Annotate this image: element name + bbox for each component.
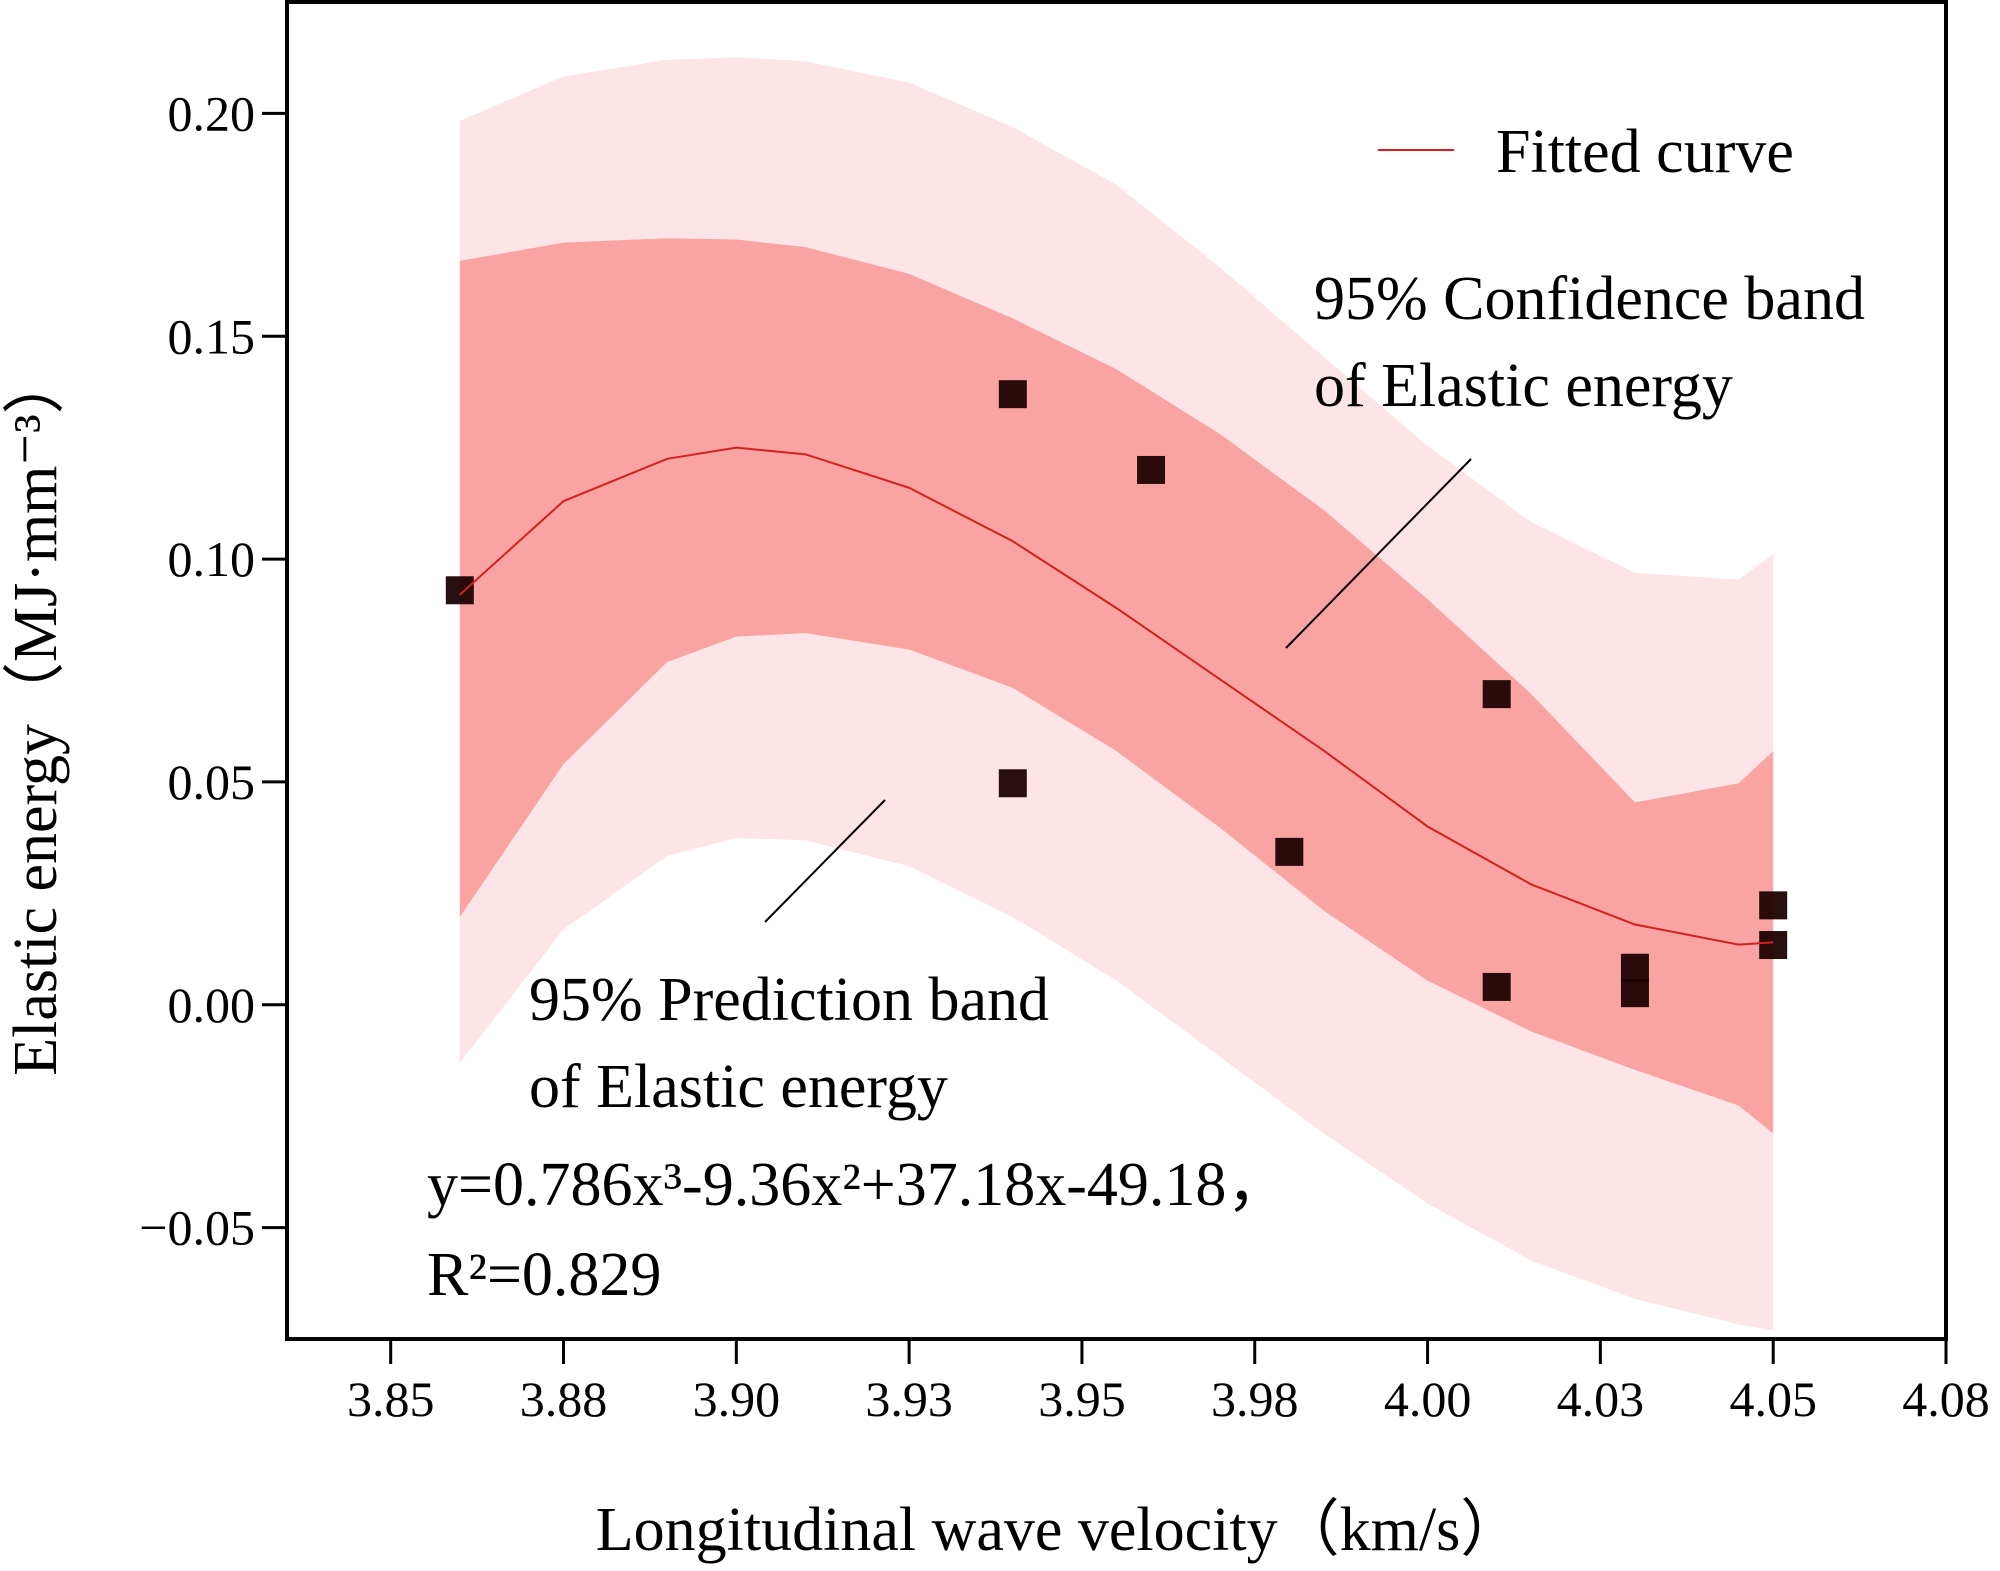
r-squared: R²=0.829 xyxy=(427,1241,661,1309)
point xyxy=(1137,455,1166,484)
point xyxy=(1275,837,1304,866)
annotation: 95% Prediction band xyxy=(529,966,1049,1034)
point xyxy=(1482,972,1511,1001)
x-tick-label: 3.90 xyxy=(693,1371,781,1427)
point xyxy=(998,380,1027,409)
y-tick-label: 0.20 xyxy=(168,85,256,141)
bands xyxy=(445,57,1788,1331)
legend-label: Fitted curve xyxy=(1496,118,1794,186)
point xyxy=(1620,979,1649,1008)
y-tick-label: 0.05 xyxy=(168,754,256,810)
point xyxy=(1482,680,1511,709)
y-tick-label: −0.05 xyxy=(139,1200,255,1256)
point xyxy=(1759,891,1788,920)
point xyxy=(445,576,474,605)
annotation: of Elastic energy xyxy=(529,1053,948,1121)
x-tick-label: 3.88 xyxy=(520,1371,608,1427)
y-tick-label: 0.10 xyxy=(168,531,256,587)
leader-line xyxy=(764,799,886,923)
fitted-curve xyxy=(459,446,1774,946)
annotation: of Elastic energy xyxy=(1314,352,1733,420)
point xyxy=(998,769,1027,798)
x-tick-label: 4.08 xyxy=(1902,1371,1990,1427)
y-tick-label: 0.15 xyxy=(168,308,256,364)
annotation: 95% Confidence band xyxy=(1314,265,1865,333)
y-axis-title: Elastic energy（MJ·mm⁻³） xyxy=(2,352,70,1075)
point xyxy=(1759,931,1788,960)
equation: y=0.786x³-9.36x²+37.18x-49.18， xyxy=(427,1151,1288,1219)
x-tick-label: 3.95 xyxy=(1038,1371,1126,1427)
x-tick-label: 3.98 xyxy=(1211,1371,1299,1427)
leader-line xyxy=(1285,458,1472,649)
x-tick-label: 4.00 xyxy=(1384,1371,1472,1427)
plot-frame xyxy=(285,0,1948,1341)
x-tick-label: 3.93 xyxy=(865,1371,953,1427)
x-tick-label: 4.05 xyxy=(1729,1371,1817,1427)
point xyxy=(1620,953,1649,982)
x-axis-title: Longitudinal wave velocity（km/s） xyxy=(596,1496,1522,1564)
x-tick-label: 4.03 xyxy=(1557,1371,1645,1427)
x-tick-label: 3.85 xyxy=(347,1371,435,1427)
confidence-band xyxy=(459,238,1774,1134)
y-tick-label: 0.00 xyxy=(168,977,256,1033)
